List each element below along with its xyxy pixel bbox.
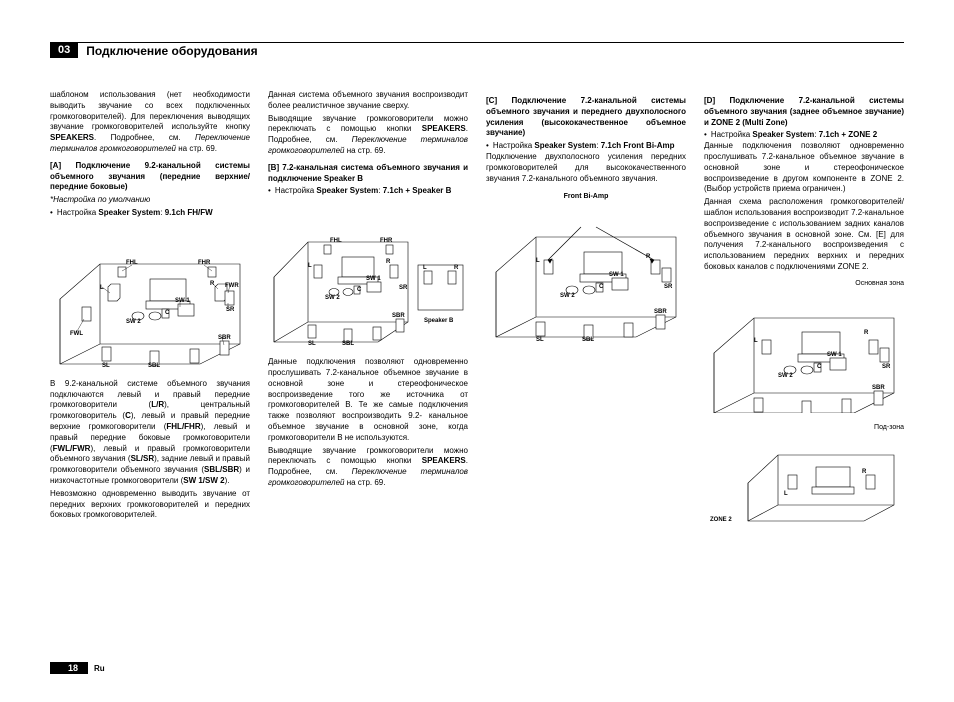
svg-text:R: R [862, 469, 867, 475]
svg-text:SW 2: SW 2 [778, 373, 793, 379]
page-header: 03 Подключение оборудования [50, 42, 904, 58]
diagram-c: L R C SW 1 SW 2 SR SBR SL SBL [486, 212, 686, 342]
svg-text:SL: SL [308, 341, 316, 347]
svg-text:C: C [817, 364, 822, 370]
svg-text:SW 1: SW 1 [827, 352, 842, 358]
svg-text:SW 2: SW 2 [126, 319, 141, 325]
svg-text:ZONE 2: ZONE 2 [710, 517, 732, 523]
svg-text:L: L [754, 338, 758, 344]
diagram-c-title: Front Bi-Amp [486, 192, 686, 201]
section-a-bullet: • Настройка Speaker System: 9.1ch FH/FW [50, 208, 250, 219]
svg-text:SR: SR [399, 285, 408, 291]
svg-text:C: C [165, 310, 170, 316]
col4-p2: Данная схема расположения громкоговорите… [704, 197, 904, 273]
chapter-number: 03 [50, 42, 78, 58]
svg-text:R: R [454, 265, 459, 271]
svg-text:SW 1: SW 1 [609, 272, 624, 278]
svg-text:FHL: FHL [330, 238, 342, 244]
diagram-b: FHL FHR L R C SW 1 SW 2 SR SBR SL SBL L … [268, 207, 468, 347]
svg-text:SR: SR [664, 284, 673, 290]
chapter-title: Подключение оборудования [86, 44, 257, 58]
svg-text:SBR: SBR [872, 385, 885, 391]
page-number: 18 [50, 662, 88, 674]
svg-text:R: R [864, 330, 869, 336]
svg-text:L: L [784, 491, 788, 497]
svg-text:L: L [308, 263, 312, 269]
page-footer: 18 Ru [50, 662, 105, 674]
svg-text:FHR: FHR [380, 238, 393, 244]
svg-text:SL: SL [102, 363, 110, 369]
svg-text:SW 1: SW 1 [175, 298, 190, 304]
svg-text:FHR: FHR [198, 260, 211, 266]
col2-p2: Выводящие звучание громкоговорители можн… [268, 114, 468, 157]
section-d-title: [D] Подключение 7.2-канальной системы об… [704, 96, 904, 128]
svg-text:SBR: SBR [218, 335, 231, 341]
section-a-default: *Настройка по умолчанию [50, 195, 250, 206]
svg-text:R: R [386, 259, 391, 265]
col1-intro: шаблоном использования (нет необходимост… [50, 90, 250, 155]
svg-text:C: C [599, 284, 604, 290]
language-code: Ru [94, 664, 105, 673]
section-c-title: [C] Подключение 7.2-канальной системы об… [486, 96, 686, 139]
col3-p1: Подключение двухполосного усиления перед… [486, 152, 686, 184]
section-b-title: [B] 7.2-канальная система объемного звуч… [268, 163, 468, 185]
svg-text:SR: SR [226, 307, 235, 313]
svg-text:L: L [423, 265, 427, 271]
svg-text:SBR: SBR [392, 313, 405, 319]
svg-text:L: L [536, 258, 540, 264]
svg-text:R: R [646, 254, 651, 260]
section-a-title: [A] Подключение 9.2-канальной системы об… [50, 161, 250, 193]
svg-text:SBL: SBL [582, 337, 594, 342]
diagram-d-zone2: ZONE 2 L R [704, 443, 904, 523]
diagram-a: FHL FHR R FWR L C SW 1 SW 2 SR FWL SBR S… [50, 229, 250, 369]
column-3: [C] Подключение 7.2-канальной системы об… [486, 90, 686, 533]
col1-p3: Невозможно одновременно выводить звучани… [50, 489, 250, 521]
column-1: шаблоном использования (нет необходимост… [50, 90, 250, 533]
svg-text:SL: SL [536, 337, 544, 342]
svg-text:C: C [357, 287, 362, 293]
svg-text:FWR: FWR [225, 283, 239, 289]
svg-text:SW 2: SW 2 [325, 295, 340, 301]
column-4: [D] Подключение 7.2-канальной системы об… [704, 90, 904, 533]
svg-text:SBL: SBL [148, 363, 160, 369]
svg-text:SBL: SBL [342, 341, 354, 347]
diagram-d-main: L R C SW 1 SW 2 SR SBR SL SBL [704, 298, 904, 413]
col1-p2: В 9.2-канальной системе объемного звучан… [50, 379, 250, 487]
zone-main-label: Основная зона [704, 279, 904, 288]
svg-text:SW 1: SW 1 [366, 276, 381, 282]
col2-p3: Данные подключения позволяют одновременн… [268, 357, 468, 443]
svg-text:SR: SR [882, 364, 891, 370]
svg-text:SW 2: SW 2 [560, 293, 575, 299]
column-2: Данная система объемного звучания воспро… [268, 90, 468, 533]
col2-p1: Данная система объемного звучания воспро… [268, 90, 468, 112]
section-b-bullet: • Настройка Speaker System: 7.1ch + Spea… [268, 186, 468, 197]
svg-text:Speaker B: Speaker B [424, 318, 454, 324]
zone-sub-label: Под-зона [704, 423, 904, 432]
svg-text:R: R [210, 281, 215, 287]
section-c-bullet: • Настройка Speaker System: 7.1ch Front … [486, 141, 686, 152]
col2-p4: Выводящие звучание громкоговорители можн… [268, 446, 468, 489]
svg-text:SBR: SBR [654, 309, 667, 315]
content-columns: шаблоном использования (нет необходимост… [50, 90, 904, 533]
col4-p1: Данные подключения позволяют одновременн… [704, 141, 904, 195]
section-d-bullet: • Настройка Speaker System: 7.1ch + ZONE… [704, 130, 904, 141]
